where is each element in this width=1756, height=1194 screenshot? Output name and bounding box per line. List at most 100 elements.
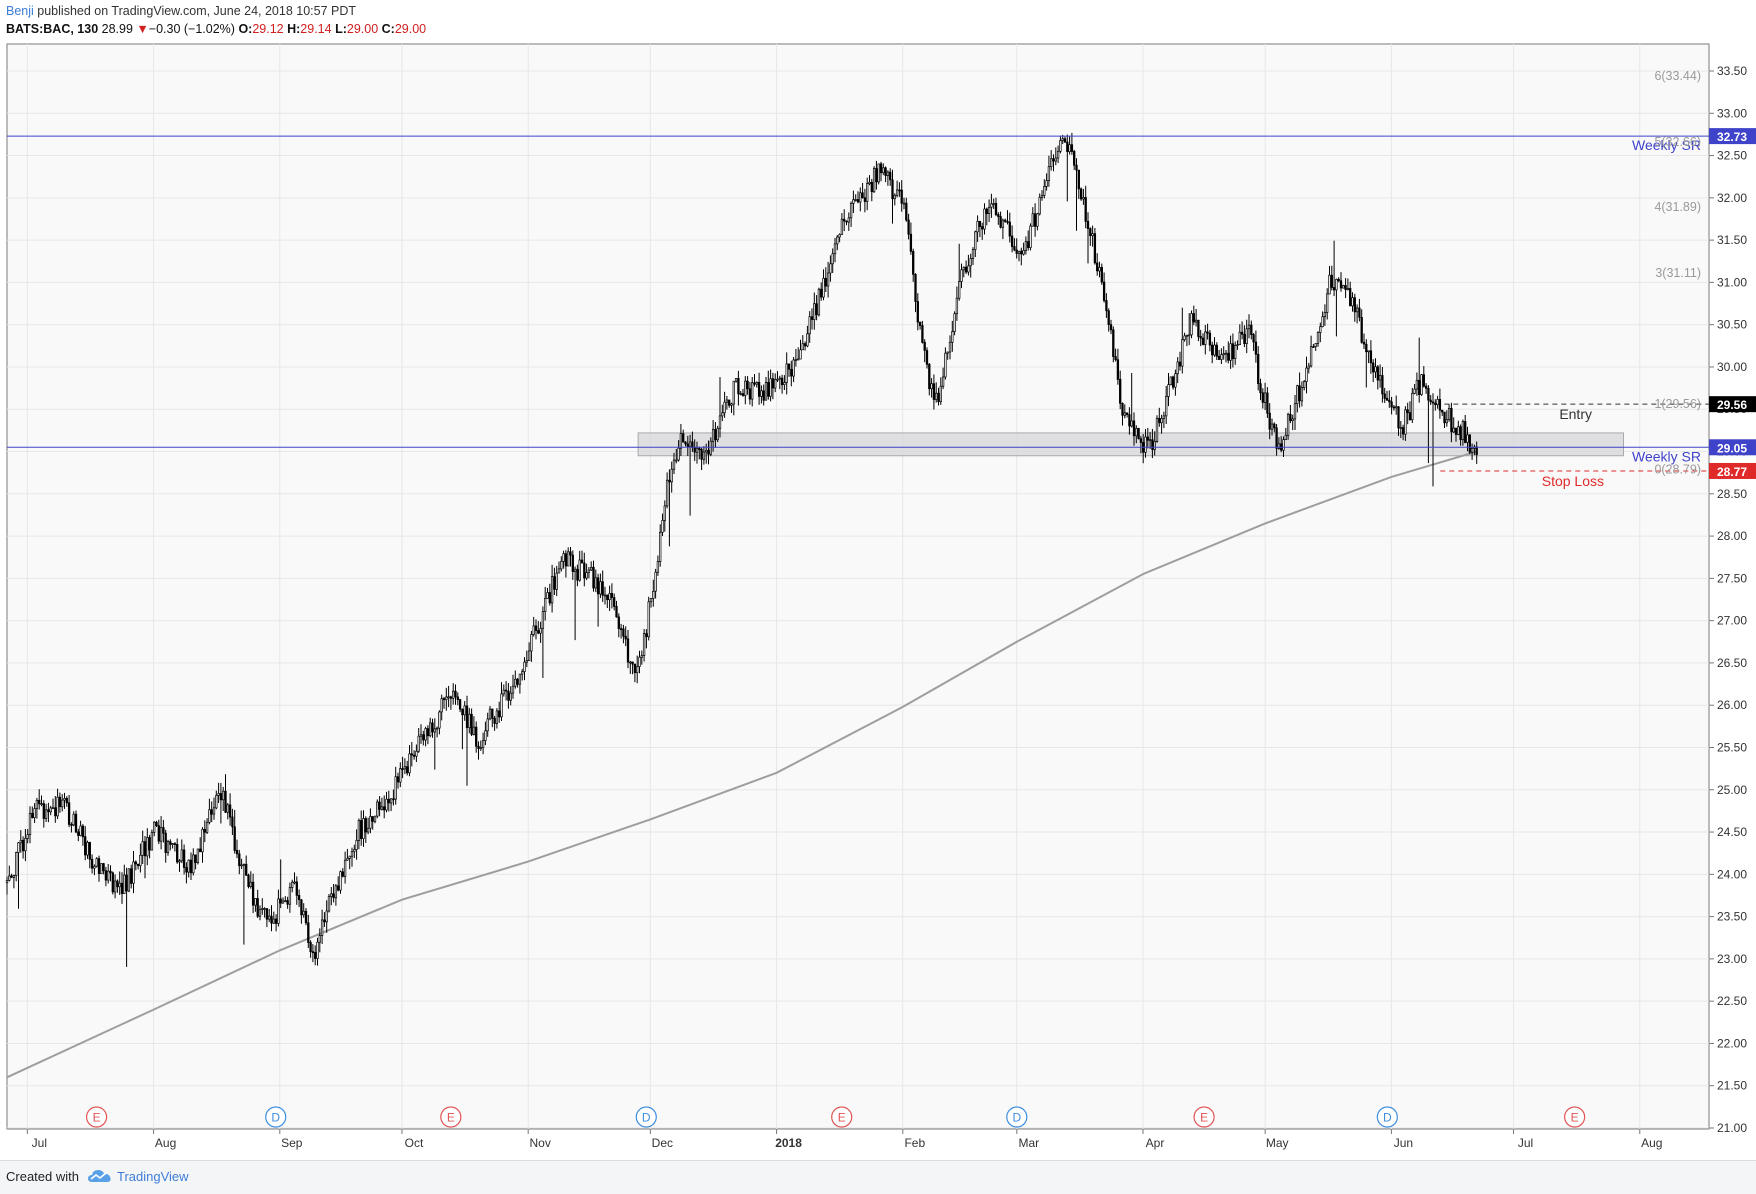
candle-body — [813, 303, 816, 320]
candle-body — [42, 803, 45, 819]
candle-body — [601, 581, 604, 596]
candle-body — [1314, 343, 1317, 347]
candle-body — [481, 740, 485, 749]
candle-body — [107, 870, 110, 881]
candle-body — [72, 813, 75, 826]
candle-body — [1401, 427, 1405, 435]
price-badge-entry — [1709, 396, 1756, 413]
price-chart[interactable]: Weekly SR Weekly SR Entry Stop Loss 6(33.44… — [0, 42, 1756, 1160]
candle-body — [1323, 312, 1327, 318]
candle-body — [728, 399, 731, 406]
candle-body — [521, 671, 524, 675]
candle-body — [1273, 423, 1276, 429]
candle-body — [1434, 402, 1437, 406]
candle-body — [1022, 250, 1025, 255]
candle-body — [196, 848, 200, 863]
candle-body — [987, 206, 991, 214]
candle-body — [661, 520, 664, 533]
candle-body — [95, 858, 98, 867]
candle-body — [732, 380, 735, 405]
candle-body — [1079, 188, 1083, 200]
candle-body — [1470, 447, 1474, 453]
tradingview-link[interactable]: TradingView — [117, 1169, 189, 1184]
candle-body — [1056, 150, 1060, 159]
candle-body — [258, 908, 262, 917]
candle-body — [587, 569, 591, 573]
candle-body — [1050, 158, 1053, 168]
chart-header: Benji published on TradingView.com, June… — [0, 0, 1756, 42]
candle-body — [176, 844, 179, 863]
candle-body — [714, 429, 717, 441]
candle-body — [532, 625, 535, 635]
candle-body — [675, 459, 678, 462]
low-value: 29.00 — [346, 22, 379, 36]
candle-body — [769, 378, 772, 397]
candle-body — [951, 331, 954, 343]
candle-body — [1091, 233, 1094, 237]
candle-body — [263, 908, 266, 910]
candle-body — [410, 753, 413, 756]
candle-body — [1397, 406, 1400, 429]
candle-body — [1174, 373, 1177, 388]
candle-body — [702, 451, 706, 460]
candle-body — [1084, 197, 1087, 222]
candle-body — [1268, 412, 1271, 430]
candle-body — [872, 168, 876, 193]
candle-body — [1181, 339, 1184, 367]
candle-body — [659, 531, 662, 562]
author-link[interactable]: Benji — [6, 4, 34, 18]
candle-body — [8, 875, 11, 881]
candle-body — [843, 218, 846, 222]
candle-body — [725, 399, 729, 403]
plot-area[interactable] — [6, 43, 1710, 1130]
fib-level-label: 4(31.89) — [1654, 200, 1701, 214]
candle-body — [320, 919, 324, 936]
event-letter: E — [447, 1111, 455, 1125]
candle-body — [339, 871, 342, 891]
x-tick-label: May — [1266, 1136, 1289, 1150]
candle-body — [297, 895, 301, 901]
candle-body — [518, 673, 522, 685]
candle-body — [1392, 406, 1396, 409]
candle-body — [1441, 409, 1444, 413]
candle-body — [153, 821, 156, 833]
candle-body — [445, 696, 448, 701]
candle-body — [974, 231, 977, 250]
candle-body — [424, 728, 427, 741]
y-tick-label: 26.00 — [1717, 698, 1747, 712]
candle-body — [316, 941, 319, 959]
time-axis[interactable]: Jul Aug Sep Oct Nov Dec 2018 Feb Mar Apr May Jun Jul… — [26, 1129, 1662, 1150]
candle-body — [1275, 427, 1278, 449]
candle-body — [516, 678, 519, 685]
candle-body — [415, 750, 418, 757]
candle-body — [879, 163, 883, 174]
symbol-label[interactable]: BATS:BAC, 130 — [6, 22, 99, 36]
candle-body — [468, 713, 471, 729]
candle-body — [626, 638, 630, 663]
entry-label: Entry — [1559, 406, 1592, 422]
candle-body — [1468, 434, 1471, 453]
candle-body — [399, 768, 402, 783]
candle-body — [636, 666, 639, 674]
candle-body — [366, 827, 370, 833]
candle-body — [1307, 365, 1310, 369]
candle-body — [509, 692, 512, 701]
candle-body — [541, 611, 545, 629]
candle-body — [909, 233, 913, 252]
candle-body — [1293, 403, 1297, 420]
tradingview-cloud-icon[interactable] — [88, 1168, 112, 1184]
candle-body — [670, 468, 673, 483]
candle-body — [599, 581, 602, 595]
candle-body — [350, 851, 354, 857]
candle-body — [1355, 307, 1359, 313]
candle-body — [815, 303, 818, 316]
candle-body — [302, 910, 305, 916]
candle-body — [1245, 328, 1248, 344]
candle-body — [507, 690, 510, 701]
candle-body — [537, 630, 540, 634]
y-tick-label: 24.50 — [1717, 825, 1747, 839]
candle-body — [1029, 225, 1032, 248]
candle-body — [1220, 354, 1223, 360]
candle-body — [327, 896, 331, 912]
candle-body — [990, 203, 993, 208]
